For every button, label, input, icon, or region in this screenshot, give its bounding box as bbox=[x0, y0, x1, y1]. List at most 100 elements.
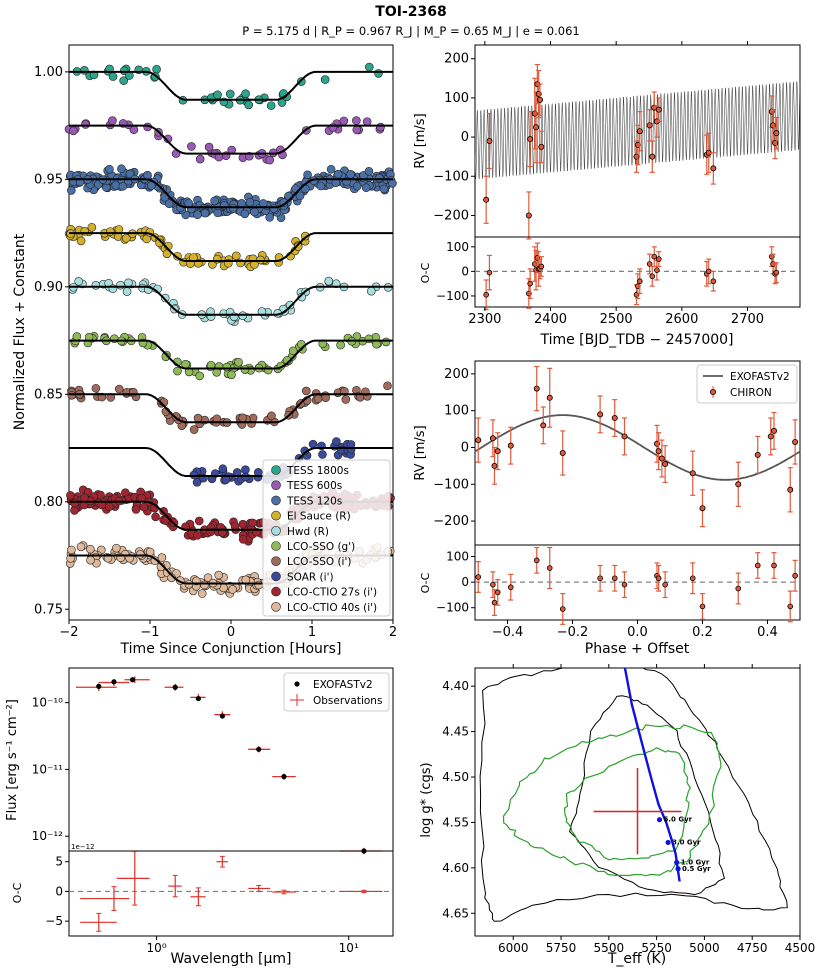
transit-point bbox=[364, 166, 374, 176]
transit-point bbox=[80, 227, 90, 236]
oc-point bbox=[527, 280, 533, 287]
y-tick-label: 100 bbox=[444, 91, 469, 106]
transit-point bbox=[192, 478, 202, 487]
x-tick-label: 10⁰ bbox=[147, 941, 167, 955]
transit-point bbox=[381, 337, 391, 347]
y-tick-label: 4.50 bbox=[442, 770, 469, 784]
transit-point bbox=[135, 550, 145, 559]
transit-point bbox=[193, 531, 202, 540]
legend-label: LCO-SSO (g') bbox=[287, 541, 355, 553]
transit-point bbox=[72, 332, 82, 341]
transit-point bbox=[254, 580, 264, 590]
panel-rv-phase-oc: −100 0 100 −0.4 −0.2 0.0 0.2 0.4 Phase + Offset O… bbox=[419, 544, 801, 657]
legend-marker bbox=[271, 465, 281, 475]
phase-oc-point bbox=[771, 562, 777, 569]
transit-point bbox=[213, 90, 222, 100]
x-axis-label: T_eff (K) bbox=[607, 951, 666, 967]
phase-point bbox=[771, 427, 778, 434]
phase-point bbox=[475, 437, 482, 444]
transit-series bbox=[69, 331, 393, 381]
transit-point bbox=[361, 183, 371, 193]
transit-model-line bbox=[69, 232, 393, 262]
transit-point bbox=[228, 585, 237, 594]
y-tick-label: 0 bbox=[461, 130, 469, 145]
x-tick-label: 0.0 bbox=[627, 625, 648, 640]
transit-point bbox=[383, 381, 392, 391]
transit-point bbox=[159, 507, 168, 516]
transit-point bbox=[258, 199, 268, 208]
transit-point bbox=[352, 116, 361, 125]
y-axis-label: O-C bbox=[419, 572, 432, 593]
transit-point bbox=[197, 589, 207, 598]
rv-point bbox=[646, 122, 653, 129]
transit-point bbox=[143, 170, 152, 180]
transit-point bbox=[151, 512, 160, 522]
x-tick-label: 2300 bbox=[468, 312, 501, 327]
transit-point bbox=[313, 394, 323, 404]
legend-label: El Sauce (R) bbox=[287, 511, 351, 523]
transit-point bbox=[108, 116, 117, 125]
sed-model-point bbox=[281, 774, 287, 780]
rv-point bbox=[525, 212, 532, 219]
sed-model-point bbox=[129, 677, 136, 683]
phase-oc-point bbox=[735, 585, 742, 592]
y-tick-label: 1.00 bbox=[34, 65, 63, 80]
rv-point bbox=[538, 143, 545, 150]
transit-point bbox=[152, 65, 161, 74]
transit-point bbox=[157, 553, 167, 562]
transit-series bbox=[64, 116, 393, 165]
y-tick-label: 0 bbox=[461, 264, 469, 278]
transit-point bbox=[131, 505, 141, 514]
x-tick-label: 5500 bbox=[594, 941, 625, 955]
rv-point bbox=[773, 130, 780, 137]
phase-oc-point bbox=[559, 606, 566, 612]
legend-label: Hwd (R) bbox=[287, 526, 329, 538]
phase-point bbox=[735, 481, 742, 488]
phase-point bbox=[767, 433, 774, 440]
transit-point bbox=[346, 170, 355, 179]
rv-point bbox=[634, 141, 641, 148]
x-tick-label: 2600 bbox=[665, 312, 698, 327]
transit-model-line bbox=[69, 124, 393, 155]
panel-frame bbox=[474, 236, 801, 308]
transit-point bbox=[263, 365, 273, 375]
y-axis-label: RV [m/s] bbox=[413, 113, 428, 168]
panel-sed: 10⁻¹² 10⁻¹¹ 10⁻¹⁰ 1e−12 Flux [erg s⁻¹ cm⁻²] E… bbox=[5, 667, 394, 855]
y-tick-label: 0.90 bbox=[34, 280, 63, 295]
legend-label: EXOFASTv2 bbox=[730, 371, 790, 383]
transit-point bbox=[86, 544, 95, 554]
y-tick-label: 4.55 bbox=[442, 815, 469, 829]
y-tick-label: −200 bbox=[433, 208, 469, 223]
transit-point bbox=[366, 286, 376, 296]
legend-point-marker bbox=[710, 388, 717, 395]
transit-point bbox=[225, 89, 235, 99]
transit-point bbox=[295, 191, 305, 201]
transit-point bbox=[195, 371, 204, 381]
transit-point bbox=[187, 142, 196, 151]
legend-label: EXOFASTv2 bbox=[313, 679, 373, 691]
phase-oc-point bbox=[546, 565, 553, 571]
x-axis-label: Time [BJD_TDB − 2457000] bbox=[539, 332, 733, 348]
phase-oc-point bbox=[754, 562, 761, 569]
age-label: 0.5 Gyr bbox=[682, 865, 711, 873]
oc-point bbox=[705, 268, 712, 275]
phase-point bbox=[787, 486, 794, 493]
rv-point bbox=[710, 165, 717, 172]
phase-point bbox=[597, 411, 604, 418]
transit-point bbox=[288, 346, 298, 356]
sed-legend: EXOFASTv2 Observations bbox=[283, 672, 390, 712]
rv-point bbox=[533, 124, 540, 131]
legend-label: TESS 120s bbox=[286, 495, 342, 507]
y-tick-label: 0.85 bbox=[34, 387, 63, 402]
transit-point bbox=[379, 184, 389, 194]
age-label: 5.0 Gyr bbox=[663, 816, 692, 824]
transit-point bbox=[193, 210, 202, 220]
rv-point bbox=[486, 137, 493, 144]
panel-transits: 0.75 0.80 0.85 0.90 0.95 1.00 −2 −1 0 1 2 Time Sinc… bbox=[12, 44, 397, 657]
legend-label: SOAR (i') bbox=[287, 571, 334, 583]
legend-box bbox=[696, 364, 798, 404]
phase-point bbox=[507, 442, 514, 449]
transit-point bbox=[74, 277, 83, 286]
